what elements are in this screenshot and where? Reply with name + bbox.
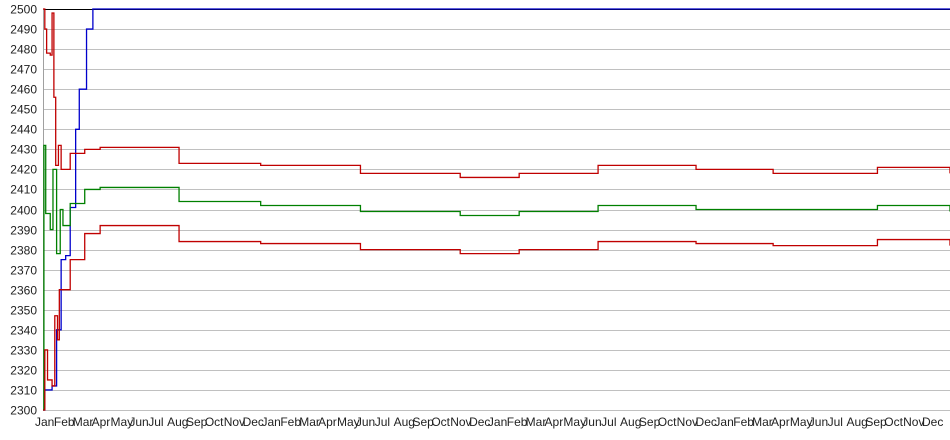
x-tick-label: May	[110, 415, 133, 429]
x-tick-label: Feb	[54, 415, 75, 429]
x-tick-label: Apr	[771, 415, 790, 429]
y-tick-label: 2490	[10, 23, 37, 37]
y-tick-label: 2310	[10, 384, 37, 398]
y-tick-label: 2420	[10, 163, 37, 177]
y-tick-label: 2440	[10, 123, 37, 137]
x-tick-label: Jul	[148, 415, 163, 429]
x-tick-label: May	[790, 415, 813, 429]
x-tick-label: Nov	[450, 415, 471, 429]
x-tick-label: May	[563, 415, 586, 429]
series-line-1	[43, 8, 950, 179]
x-tick-label: Jan	[35, 415, 54, 429]
x-tick-label: Mar	[73, 415, 94, 429]
y-tick-label: 2430	[10, 143, 37, 157]
y-tick-label: 2460	[10, 83, 37, 97]
y-tick-label: 2300	[10, 404, 37, 418]
x-tick-label: Apr	[92, 415, 111, 429]
y-tick-label: 2390	[10, 224, 37, 238]
y-tick-label: 2340	[10, 324, 37, 338]
y-tick-label: 2380	[10, 244, 37, 258]
x-tick-label: Sep	[412, 415, 434, 429]
x-tick-label: Feb	[507, 415, 528, 429]
x-tick-label: Nov	[903, 415, 924, 429]
y-tick-label: 2470	[10, 63, 37, 77]
gridlines	[43, 9, 950, 411]
x-tick-label: Oct	[431, 415, 450, 429]
x-tick-label: Apr	[318, 415, 337, 429]
x-tick-label: May	[337, 415, 360, 429]
x-tick-label: Jan	[488, 415, 507, 429]
y-tick-label: 2450	[10, 103, 37, 117]
x-tick-label: Aug	[620, 415, 641, 429]
x-tick-label: Jun	[356, 415, 375, 429]
y-tick-label: 2410	[10, 183, 37, 197]
x-tick-label: Aug	[394, 415, 415, 429]
y-tick-label: 2370	[10, 264, 37, 278]
x-tick-label: Sep	[639, 415, 661, 429]
x-tick-label: Jan	[714, 415, 733, 429]
x-tick-label: Mar	[299, 415, 320, 429]
x-tick-label: Dec	[243, 415, 264, 429]
x-tick-label: Jun	[582, 415, 601, 429]
x-tick-label: Nov	[224, 415, 245, 429]
y-tick-label: 2330	[10, 344, 37, 358]
y-tick-label: 2350	[10, 304, 37, 318]
x-tick-label: Apr	[545, 415, 564, 429]
series-line-2	[43, 144, 950, 411]
x-tick-label: Feb	[280, 415, 301, 429]
x-tick-label: Dec	[469, 415, 490, 429]
series-lines	[43, 8, 950, 411]
y-tick-label: 2400	[10, 204, 37, 218]
x-tick-label: Jul	[601, 415, 616, 429]
x-tick-label: Feb	[733, 415, 754, 429]
x-tick-label: Aug	[847, 415, 868, 429]
series-line-0	[43, 8, 950, 411]
series-line-3	[43, 224, 950, 411]
y-tick-label: 2360	[10, 284, 37, 298]
x-tick-label: Jan	[261, 415, 280, 429]
x-tick-label: Dec	[922, 415, 943, 429]
x-tick-label: Jul	[828, 415, 843, 429]
x-tick-label: Jun	[129, 415, 148, 429]
x-tick-label: Mar	[752, 415, 773, 429]
x-tick-label: Sep	[186, 415, 208, 429]
x-tick-label: Oct	[884, 415, 903, 429]
x-tick-label: Aug	[167, 415, 188, 429]
x-tick-label: Nov	[677, 415, 698, 429]
x-tick-label: Oct	[205, 415, 224, 429]
y-tick-label: 2480	[10, 43, 37, 57]
x-tick-label: Jul	[375, 415, 390, 429]
x-tick-label: Sep	[865, 415, 887, 429]
y-tick-label: 2320	[10, 364, 37, 378]
y-axis: 2300 2310 2320 2330 2340 2350 2360 2370 2380 2390…	[10, 3, 44, 418]
x-tick-label: Oct	[658, 415, 677, 429]
x-tick-label: Jun	[809, 415, 828, 429]
x-tick-label: Dec	[696, 415, 717, 429]
y-tick-label: 2500	[10, 3, 37, 17]
x-tick-label: Mar	[526, 415, 547, 429]
